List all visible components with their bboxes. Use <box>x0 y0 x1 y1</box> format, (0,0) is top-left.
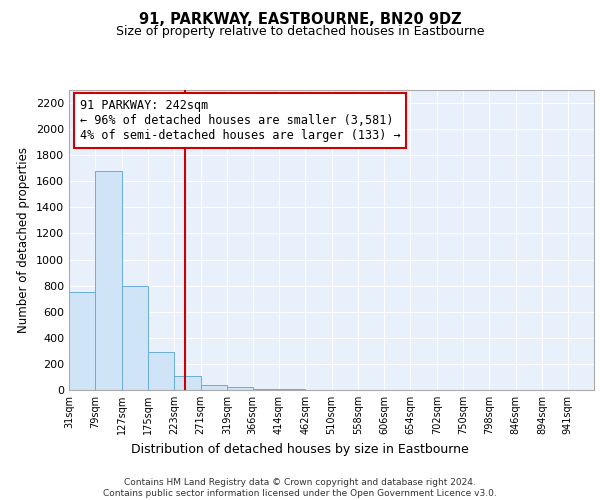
Bar <box>95 171 122 390</box>
Bar <box>69 292 95 390</box>
Text: Contains HM Land Registry data © Crown copyright and database right 2024.
Contai: Contains HM Land Registry data © Crown c… <box>103 478 497 498</box>
Bar <box>227 388 253 390</box>
Bar <box>253 388 279 390</box>
Bar <box>122 286 148 390</box>
Text: Size of property relative to detached houses in Eastbourne: Size of property relative to detached ho… <box>116 25 484 38</box>
Y-axis label: Number of detached properties: Number of detached properties <box>17 147 31 333</box>
Text: 91, PARKWAY, EASTBOURNE, BN20 9DZ: 91, PARKWAY, EASTBOURNE, BN20 9DZ <box>139 12 461 28</box>
Text: 91 PARKWAY: 242sqm
← 96% of detached houses are smaller (3,581)
4% of semi-detac: 91 PARKWAY: 242sqm ← 96% of detached hou… <box>79 99 400 142</box>
Bar <box>200 384 227 390</box>
Bar <box>174 376 200 390</box>
Bar <box>148 352 174 390</box>
Text: Distribution of detached houses by size in Eastbourne: Distribution of detached houses by size … <box>131 442 469 456</box>
